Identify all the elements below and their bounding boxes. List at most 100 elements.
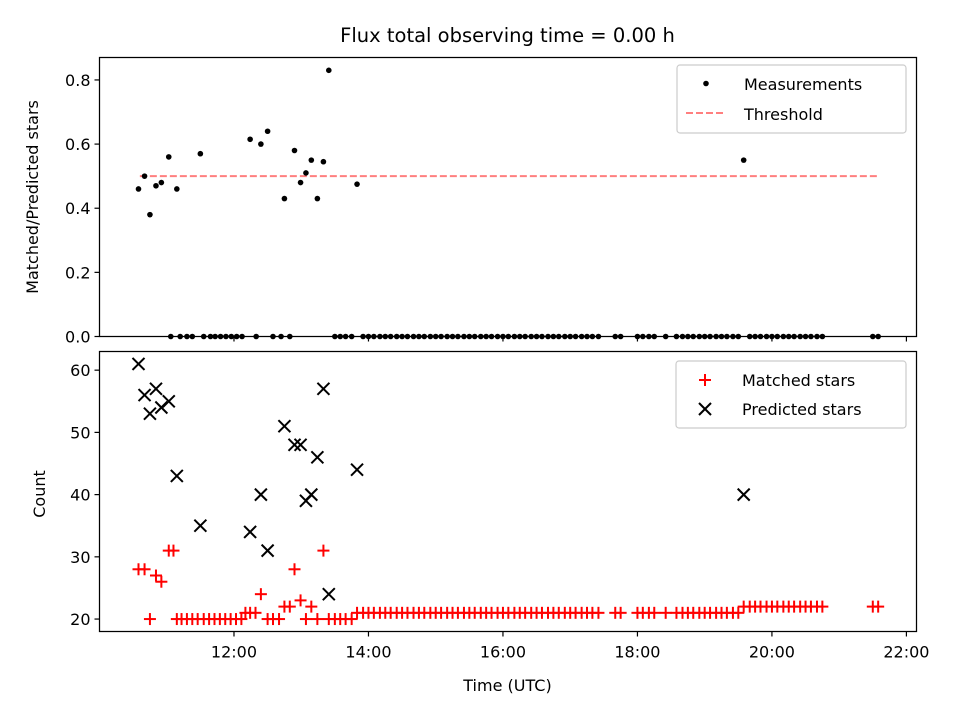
matched-star-marker bbox=[305, 600, 318, 613]
matched-star-marker bbox=[648, 606, 661, 619]
legend-matched-marker bbox=[699, 374, 711, 386]
top-panel-y-ticks: 0.0 0.2 0.4 0.6 0.8 bbox=[65, 71, 100, 347]
bottom-y-tick-label: 50 bbox=[70, 423, 90, 442]
legend-threshold-label: Threshold bbox=[743, 105, 823, 124]
measurement-point bbox=[297, 179, 304, 186]
bottom-panel-y-ticks: 20 30 40 50 60 bbox=[70, 361, 100, 629]
bottom-panel-marks bbox=[131, 357, 885, 626]
matched-star-marker bbox=[138, 563, 151, 576]
predicted-star-marker bbox=[162, 394, 176, 408]
legend-measurements-marker bbox=[703, 80, 709, 87]
top-panel-marks bbox=[135, 67, 881, 340]
matched-star-marker bbox=[155, 575, 168, 588]
predicted-star-marker bbox=[322, 587, 336, 601]
matched-star-marker bbox=[273, 613, 286, 626]
matched-star-marker bbox=[614, 606, 627, 619]
predicted-star-marker bbox=[316, 382, 331, 396]
measurement-point bbox=[326, 67, 332, 74]
matched-star-marker bbox=[143, 613, 156, 626]
bottom-x-tick-label: 20:00 bbox=[749, 643, 795, 662]
top-y-tick-label: 0.8 bbox=[65, 71, 90, 90]
matched-star-marker bbox=[299, 613, 312, 626]
measurement-point bbox=[141, 173, 148, 179]
top-y-tick-label: 0.4 bbox=[65, 199, 90, 218]
measurement-point bbox=[308, 157, 315, 163]
legend-measurements-label: Measurements bbox=[744, 75, 862, 94]
matched-star-marker bbox=[816, 600, 829, 613]
bottom-panel: 20 30 40 50 60 12:00 14:00 16:00 18:00 20:00 22:0… bbox=[30, 350, 929, 695]
top-panel-x-ticks bbox=[233, 336, 908, 342]
matched-star-marker bbox=[283, 600, 296, 613]
predicted-star-marker bbox=[131, 357, 146, 371]
legend-predicted-marker bbox=[698, 402, 712, 416]
bottom-y-tick-label: 30 bbox=[70, 548, 90, 567]
x-axis-label: Time (UTC) bbox=[462, 676, 551, 695]
measurement-point bbox=[291, 147, 298, 154]
measurement-point bbox=[740, 157, 747, 163]
bottom-legend-box bbox=[675, 360, 907, 429]
top-panel: 0.00.20.40.60.8 Matched/Predicted stars … bbox=[23, 56, 918, 347]
matched-star-marker bbox=[311, 613, 324, 626]
bottom-x-tick-label: 18:00 bbox=[614, 643, 660, 662]
measurement-point bbox=[153, 182, 159, 189]
matched-star-marker bbox=[732, 606, 745, 619]
predicted-star-marker bbox=[149, 382, 163, 396]
top-y-tick-label: 0.0 bbox=[65, 328, 90, 347]
measurement-point bbox=[197, 150, 204, 157]
predicted-star-marker bbox=[350, 463, 364, 477]
measurement-point bbox=[314, 195, 321, 202]
predicted-star-marker bbox=[143, 407, 157, 421]
measurement-point bbox=[264, 128, 271, 135]
bottom-legend: Matched stars Predicted stars bbox=[675, 360, 907, 429]
predicted-star-marker bbox=[310, 450, 325, 464]
legend-predicted-label: Predicted stars bbox=[742, 400, 862, 419]
predicted-star-marker bbox=[293, 438, 308, 452]
predicted-star-marker bbox=[260, 543, 275, 558]
legend-matched-label: Matched stars bbox=[742, 371, 855, 390]
measurement-point bbox=[165, 154, 172, 160]
measurement-point bbox=[158, 179, 165, 186]
matched-star-marker bbox=[249, 606, 262, 619]
predicted-star-marker bbox=[304, 487, 319, 502]
bottom-x-tick-label: 12:00 bbox=[211, 643, 257, 662]
predicted-star-marker bbox=[243, 525, 257, 539]
measurement-point bbox=[281, 195, 288, 202]
measurement-point bbox=[174, 186, 180, 192]
top-legend: Measurements Threshold bbox=[676, 64, 907, 134]
matched-star-marker bbox=[317, 544, 330, 557]
measurement-point bbox=[135, 186, 142, 192]
matched-star-marker bbox=[288, 563, 301, 576]
matched-star-marker bbox=[345, 613, 358, 626]
bottom-y-tick-label: 60 bbox=[70, 361, 90, 380]
bottom-x-tick-label: 14:00 bbox=[345, 643, 391, 662]
matched-star-marker bbox=[592, 606, 605, 619]
bottom-panel-x-ticks: 12:00 14:00 16:00 18:00 20:00 22:00 bbox=[211, 631, 929, 662]
predicted-star-marker bbox=[193, 519, 208, 533]
matched-star-marker bbox=[294, 594, 307, 607]
matched-star-marker bbox=[149, 569, 162, 582]
bottom-y-tick-label: 20 bbox=[70, 610, 90, 629]
matched-star-marker bbox=[659, 606, 672, 619]
top-panel-frame bbox=[98, 56, 918, 338]
matched-star-marker bbox=[167, 544, 180, 557]
predicted-star-marker bbox=[170, 469, 184, 483]
measurement-point bbox=[247, 136, 253, 143]
top-y-tick-label: 0.2 bbox=[65, 263, 90, 282]
bottom-x-tick-label: 22:00 bbox=[883, 643, 929, 662]
predicted-star-marker bbox=[254, 487, 268, 502]
bottom-panel-frame bbox=[98, 350, 918, 633]
measurement-point bbox=[320, 158, 327, 165]
chart-title: Flux total observing time = 0.00 h bbox=[340, 24, 675, 47]
matched-star-marker bbox=[872, 600, 885, 613]
matched-star-marker bbox=[235, 613, 248, 626]
measurement-point bbox=[303, 170, 309, 176]
matched-star-marker bbox=[254, 588, 267, 601]
predicted-star-marker bbox=[277, 419, 292, 433]
predicted-star-marker bbox=[736, 487, 751, 502]
measurement-point bbox=[354, 181, 360, 187]
top-y-axis-label: Matched/Predicted stars bbox=[23, 100, 42, 294]
top-y-tick-label: 0.6 bbox=[65, 135, 90, 154]
measurement-point bbox=[147, 211, 153, 218]
bottom-x-tick-label: 16:00 bbox=[480, 643, 526, 662]
